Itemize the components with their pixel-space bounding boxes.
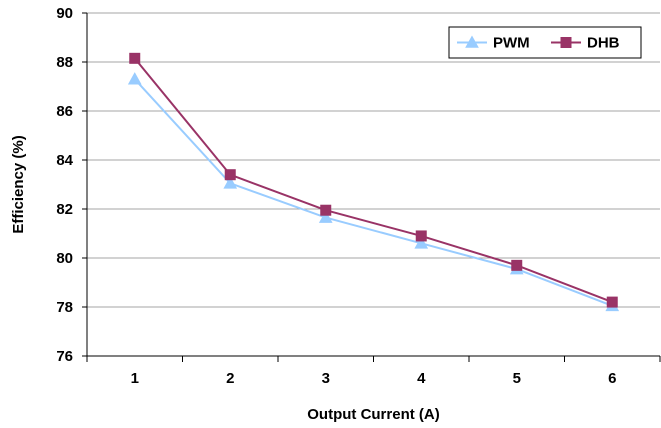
legend-label-dhb: DHB: [587, 35, 620, 52]
legend-label-pwm: PWM: [493, 35, 530, 52]
x-tick-label: 6: [608, 370, 616, 387]
y-tick-label: 84: [56, 152, 73, 169]
series-line-dhb: [133, 57, 613, 304]
data-point-pwm: [414, 236, 429, 249]
data-point-dhb: [129, 52, 141, 64]
legend-marker-dhb: [560, 37, 572, 48]
x-tick-label: 3: [322, 370, 330, 387]
y-tick-label: 76: [56, 348, 73, 365]
data-point-pwm: [127, 72, 142, 85]
legend-marker-pwm: [465, 35, 479, 48]
x-tick-label: 2: [226, 370, 234, 387]
grid-lines: [87, 12, 660, 308]
y-axis-title: Efficiency (%): [10, 135, 27, 233]
y-tick-label: 78: [56, 299, 73, 316]
series-layer: [127, 52, 620, 312]
y-tick-label: 80: [56, 250, 73, 267]
x-tick-label: 5: [513, 370, 521, 387]
data-point-dhb: [415, 230, 427, 242]
series-pwm: [127, 72, 620, 312]
x-axis-ticks: 1 2 3 4 5 6: [86, 356, 661, 387]
series-line-pwm: [134, 78, 613, 307]
data-point-pwm: [318, 210, 333, 223]
y-tick-label: 90: [56, 5, 73, 22]
series-dhb: [129, 52, 618, 308]
data-point-pwm: [223, 176, 238, 189]
y-tick-label: 86: [56, 103, 73, 120]
y-tick-label: 88: [56, 54, 73, 71]
data-point-dhb: [224, 169, 236, 181]
data-point-dhb: [320, 204, 332, 216]
x-tick-label: 1: [131, 370, 139, 387]
axes: [86, 13, 660, 357]
y-tick-label: 82: [56, 201, 73, 218]
x-tick-label: 4: [417, 370, 426, 387]
data-point-dhb: [511, 259, 523, 271]
x-axis-title: Output Current (A): [307, 406, 439, 423]
legend: PWM DHB: [448, 26, 642, 59]
y-axis-ticks: 76 78 80 82 84 86 88 90: [56, 5, 87, 365]
data-point-dhb: [606, 296, 618, 308]
